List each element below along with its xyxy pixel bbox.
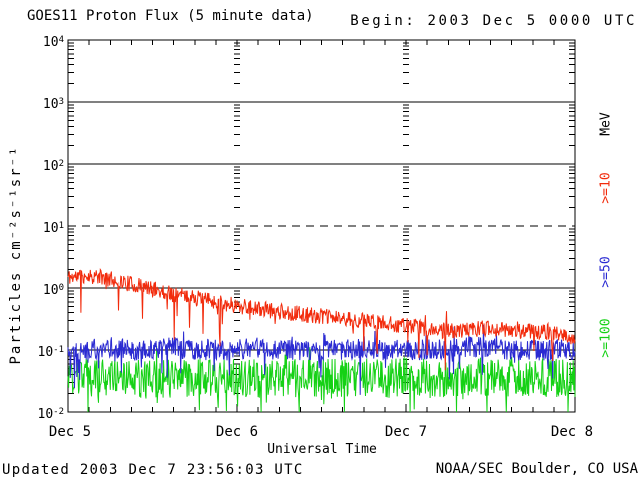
legend-units-label: MeV [598,112,614,136]
source-attribution: NOAA/SEC Boulder, CO USA [435,461,638,477]
y-axis-title: Particles cm⁻²s⁻¹sr⁻¹ [8,145,24,365]
y-tick-label-1e-1: 10-1 [37,345,65,360]
y-tick-label-1e2: 102 [42,159,64,174]
series-ge100-line [67,345,576,413]
y-tick-label-1e3: 103 [42,97,64,112]
series-ge50-line [67,324,576,395]
hour-ticks [88,40,555,412]
series-ge10-line [67,268,576,371]
x-tick-label-dec5: Dec 5 [48,424,92,440]
y-tick-label-1e4: 104 [42,35,64,50]
legend-ge10-label: >=10 [598,172,614,204]
begin-time-label: Begin: 2003 Dec 5 0000 UTC [350,13,637,29]
legend-ge50-label: >=50 [598,256,614,288]
x-axis-title: Universal Time [267,442,377,457]
updated-timestamp: Updated 2003 Dec 7 23:56:03 UTC [2,462,304,478]
decade-gridlines [68,101,575,351]
y-tick-label-1e1: 101 [42,221,64,236]
x-tick-label-dec8: Dec 8 [550,424,594,440]
x-tick-label-dec6: Dec 6 [215,424,259,440]
legend-ge100-label: >=100 [598,318,614,358]
chart-title: GOES11 Proton Flux (5 minute data) [27,8,314,24]
x-tick-label-dec7: Dec 7 [384,424,428,440]
y-tick-label-1e-2: 10-2 [37,407,65,422]
y-tick-label-1e0: 100 [42,283,64,298]
